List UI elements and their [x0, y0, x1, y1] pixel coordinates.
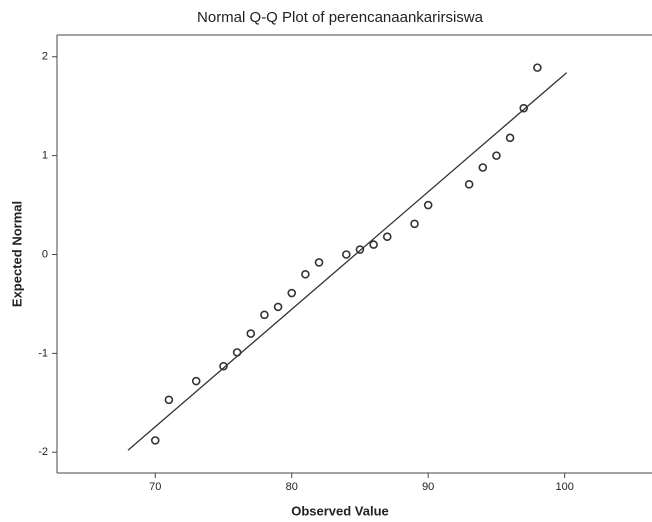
point — [382, 232, 392, 241]
y-tick-label: 0 — [42, 248, 48, 260]
x-tick-label: 100 — [555, 481, 573, 493]
point — [273, 302, 283, 312]
point — [342, 250, 351, 259]
point — [410, 219, 419, 229]
point — [301, 269, 310, 279]
reference-line — [127, 72, 568, 451]
point — [232, 348, 242, 357]
point — [478, 163, 488, 172]
y-tick-label: 2 — [42, 51, 48, 63]
point — [464, 179, 474, 189]
chart-title: Normal Q-Q Plot of perencanaankarirsiswa — [197, 9, 484, 26]
x-tick-label: 80 — [286, 481, 298, 493]
point — [150, 436, 160, 445]
y-axis-title: Expected Normal — [9, 201, 24, 307]
point — [260, 310, 269, 320]
y-tick-label: 1 — [42, 150, 48, 162]
x-tick-label: 70 — [149, 481, 161, 493]
point — [492, 151, 501, 160]
point — [519, 103, 529, 113]
point — [287, 288, 297, 298]
x-tick-label: 90 — [422, 481, 434, 493]
point — [246, 329, 256, 338]
x-axis-title: Observed Value — [291, 503, 389, 518]
point — [533, 63, 542, 72]
point — [423, 200, 433, 210]
point — [505, 133, 515, 143]
y-tick-label: -1 — [38, 347, 48, 359]
point — [355, 245, 365, 254]
point — [164, 395, 174, 405]
point — [369, 240, 378, 249]
point — [191, 376, 201, 386]
y-tick-label: -2 — [38, 446, 48, 458]
point — [314, 258, 324, 267]
point — [219, 361, 228, 371]
